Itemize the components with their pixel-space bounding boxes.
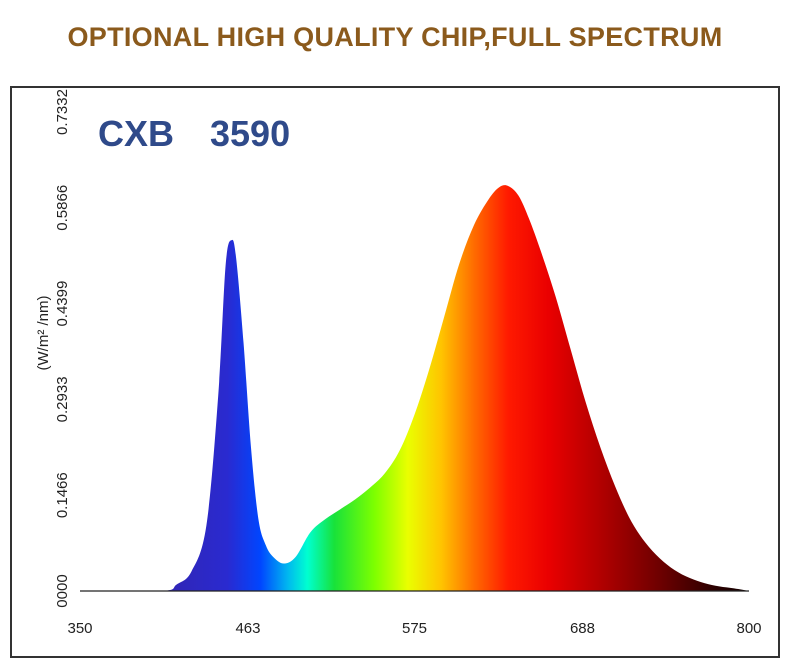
- y-axis-ticks: 0000 0.1466 0.2933 0.4399 0.5866 0.7332: [54, 89, 71, 608]
- spectrum-area: [80, 185, 749, 591]
- x-tick-label: 575: [402, 620, 427, 637]
- y-tick-label: 0000: [54, 574, 71, 607]
- chart-frame: 350 463 575 688 800 0000 0.1466 0.2933 0.4399 0.…: [10, 86, 780, 658]
- logo-number: 3590: [210, 113, 290, 154]
- x-tick-label: 688: [570, 620, 595, 637]
- x-tick-label: 800: [736, 620, 761, 637]
- logo-prefix: CXB: [98, 113, 174, 154]
- y-tick-label: 0.5866: [54, 185, 71, 231]
- y-tick-label: 0.1466: [54, 472, 71, 518]
- y-axis-label: (W/m² /nm): [35, 296, 52, 371]
- y-tick-label: 0.2933: [54, 376, 71, 422]
- x-tick-label: 463: [235, 620, 260, 637]
- spectrum-chart: 350 463 575 688 800 0000 0.1466 0.2933 0.4399 0.…: [35, 89, 762, 637]
- y-tick-label: 0.7332: [54, 89, 71, 135]
- x-tick-label: 350: [67, 620, 92, 637]
- x-axis-ticks: 350 463 575 688 800: [67, 620, 761, 637]
- cxb-logo: CXB 3590: [98, 113, 290, 154]
- y-tick-label: 0.4399: [54, 281, 71, 327]
- page-headline: OPTIONAL HIGH QUALITY CHIP,FULL SPECTRUM: [67, 22, 723, 52]
